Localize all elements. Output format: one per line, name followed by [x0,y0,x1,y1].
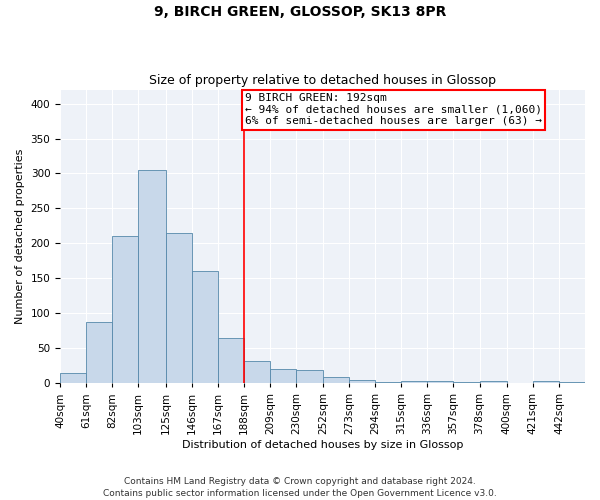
Y-axis label: Number of detached properties: Number of detached properties [15,148,25,324]
Bar [401,381,427,384]
Text: Contains HM Land Registry data © Crown copyright and database right 2024.
Contai: Contains HM Land Registry data © Crown c… [103,476,497,498]
Bar [375,382,401,384]
X-axis label: Distribution of detached houses by size in Glossop: Distribution of detached houses by size … [182,440,463,450]
Bar [166,233,191,384]
Bar [244,361,270,384]
Bar [427,381,454,384]
Bar [296,370,323,384]
Text: 9, BIRCH GREEN, GLOSSOP, SK13 8PR: 9, BIRCH GREEN, GLOSSOP, SK13 8PR [154,5,446,19]
Bar [112,236,138,384]
Bar [323,377,349,384]
Bar [191,272,218,384]
Bar [559,382,585,384]
Text: 9 BIRCH GREEN: 192sqm
← 94% of detached houses are smaller (1,060)
6% of semi-de: 9 BIRCH GREEN: 192sqm ← 94% of detached … [245,93,542,126]
Bar [138,170,166,384]
Bar [86,322,112,384]
Bar [479,381,507,384]
Bar [60,373,86,384]
Bar [349,380,375,384]
Bar [533,381,559,384]
Bar [270,370,296,384]
Bar [454,382,479,384]
Bar [218,338,244,384]
Title: Size of property relative to detached houses in Glossop: Size of property relative to detached ho… [149,74,496,87]
